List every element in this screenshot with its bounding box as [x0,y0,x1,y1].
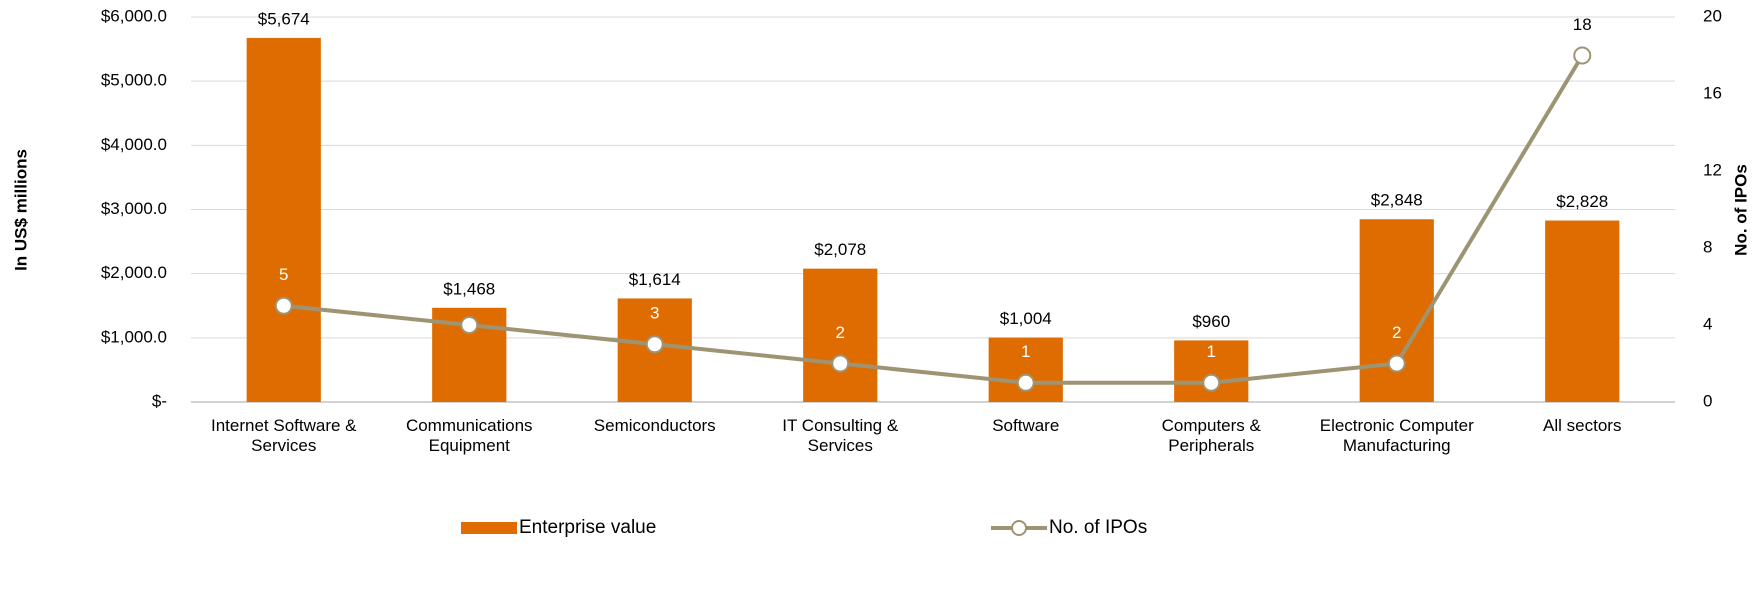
line-marker [1016,373,1035,392]
bar [246,37,321,402]
line [283,54,1584,385]
bar-value-label: $2,848 [1371,191,1423,210]
bar-value-label: $1,004 [1000,309,1052,328]
legend-label: Enterprise value [519,517,656,538]
x-tick-label: Communications Equipment [405,416,533,455]
y-tick-label: $- [152,391,167,410]
bar [1359,219,1434,402]
x-tick-label: Electronic Computer Manufacturing [1319,416,1474,455]
x-tick-label: Semiconductors [593,416,716,435]
line-value-label: 3 [650,304,659,323]
bar-value-label: $2,828 [1556,192,1608,211]
legend-swatch [461,522,517,534]
x-tick-label: Computers & Peripherals [1161,416,1261,455]
line-marker [1202,373,1221,392]
y-tick-label: $1,000.0 [101,327,167,346]
line-value-label: 1 [1207,342,1216,361]
y-tick-label: $5,000.0 [101,71,167,90]
x-tick-label: Internet Software & Services [210,416,357,455]
y-tick-label: $2,000.0 [101,263,167,282]
y2-tick-label: 4 [1703,314,1712,333]
x-tick-label: All sectors [1543,416,1622,435]
bar-value-label: $5,674 [258,9,310,28]
line-value-label: 18 [1573,15,1592,34]
line-marker [831,354,850,373]
y2-axis-title: No. of IPOs [1731,164,1750,256]
bar-value-label: $1,468 [443,279,495,298]
x-tick-label: IT Consulting & Services [782,416,899,455]
y2-tick-label: 16 [1703,83,1722,102]
line-value-label: 5 [279,265,288,284]
bar-value-label: $2,078 [814,240,866,259]
line-marker [1387,354,1406,373]
line-marker [645,335,664,354]
y2-tick-label: 20 [1703,6,1722,25]
bar-value-label: $1,614 [629,270,681,289]
y-tick-label: $3,000.0 [101,199,167,218]
legend-marker [1011,520,1027,536]
legend-label: No. of IPOs [1049,517,1147,538]
y-axis-title: In US$ millions [11,149,30,271]
y2-tick-label: 0 [1703,391,1712,410]
y2-tick-label: 8 [1703,237,1712,256]
y2-tick-label: 12 [1703,160,1722,179]
bar [1545,220,1620,402]
y-tick-label: $6,000.0 [101,6,167,25]
line-value-label: 2 [836,323,845,342]
line-value-label: 2 [1392,323,1401,342]
line-marker [274,296,293,315]
x-tick-label: Software [992,416,1060,435]
bar [803,268,878,402]
line-marker [1573,46,1592,65]
line-marker [460,316,479,334]
y-tick-label: $4,000.0 [101,135,167,154]
line-value-label: 1 [1021,342,1030,361]
bar-value-label: $960 [1192,312,1230,331]
